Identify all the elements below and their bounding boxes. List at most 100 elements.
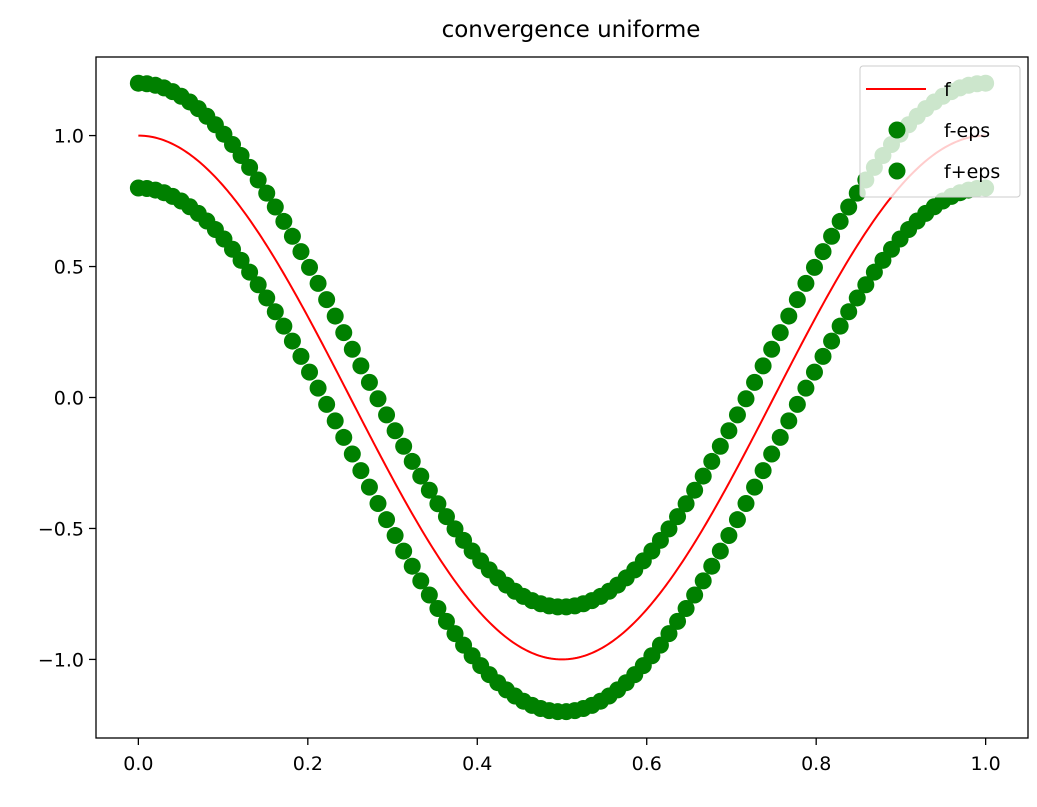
data-point xyxy=(403,557,421,575)
data-point xyxy=(737,495,755,513)
data-point xyxy=(720,527,738,545)
data-point xyxy=(249,276,267,294)
series-line-f xyxy=(138,134,986,661)
data-point xyxy=(814,347,832,365)
data-point xyxy=(788,291,806,309)
data-point xyxy=(763,445,781,463)
data-point xyxy=(335,324,353,342)
data-point xyxy=(429,495,447,513)
data-point xyxy=(771,428,789,446)
data-point xyxy=(386,422,404,440)
data-point xyxy=(763,340,781,358)
data-point xyxy=(677,600,695,618)
data-point xyxy=(318,395,336,413)
data-point xyxy=(754,357,772,375)
data-point xyxy=(780,307,798,325)
y-axis: 1.0 0.5 0.0 −0.5 −1.0 xyxy=(38,126,96,671)
data-point xyxy=(360,373,378,391)
legend-label-f-eps: f-eps xyxy=(944,120,990,142)
data-point xyxy=(335,428,353,446)
data-point xyxy=(309,274,327,292)
data-point xyxy=(352,462,370,480)
series-f-plus-eps xyxy=(129,179,995,721)
data-point xyxy=(669,508,687,526)
data-point xyxy=(840,198,858,216)
data-point xyxy=(660,625,678,643)
data-point xyxy=(241,263,259,281)
data-point xyxy=(660,520,678,538)
data-point xyxy=(232,147,250,165)
y-tick-label: 1.0 xyxy=(54,126,84,148)
data-point xyxy=(831,317,849,335)
data-point xyxy=(677,495,695,513)
data-point xyxy=(266,198,284,216)
data-point xyxy=(301,258,319,276)
data-point xyxy=(412,572,430,590)
legend-swatch-f-eps xyxy=(888,121,906,139)
data-point xyxy=(823,332,841,350)
x-tick-label: 0.2 xyxy=(293,753,323,775)
data-point xyxy=(805,258,823,276)
data-point xyxy=(737,390,755,408)
data-point xyxy=(746,478,764,496)
data-point xyxy=(343,445,361,463)
data-point xyxy=(865,263,883,281)
data-point xyxy=(386,527,404,545)
data-point xyxy=(420,586,438,604)
x-tick-label: 0.4 xyxy=(462,753,492,775)
data-point xyxy=(831,212,849,230)
x-axis: 0.0 0.2 0.4 0.6 0.8 1.0 xyxy=(123,738,1001,775)
data-point xyxy=(318,291,336,309)
x-tick-label: 0.0 xyxy=(123,753,153,775)
chart-title: convergence uniforme xyxy=(442,17,701,43)
data-point xyxy=(703,557,721,575)
data-point xyxy=(283,332,301,350)
data-point xyxy=(720,422,738,440)
data-point xyxy=(275,317,293,335)
data-point xyxy=(703,452,721,470)
y-tick-label: −1.0 xyxy=(38,649,84,671)
data-point xyxy=(694,467,712,485)
data-point xyxy=(694,572,712,590)
y-tick-label: 0.0 xyxy=(54,388,84,410)
legend-label-f: f xyxy=(944,79,952,101)
data-point xyxy=(301,363,319,381)
x-tick-label: 1.0 xyxy=(971,753,1001,775)
data-point xyxy=(326,412,344,430)
legend-swatch-f-plus-eps xyxy=(888,162,906,180)
data-point xyxy=(788,395,806,413)
data-point xyxy=(283,227,301,245)
data-point xyxy=(326,307,344,325)
data-point xyxy=(823,227,841,245)
data-point xyxy=(369,495,387,513)
data-point xyxy=(412,467,430,485)
data-point xyxy=(771,324,789,342)
data-point xyxy=(754,462,772,480)
data-point xyxy=(746,373,764,391)
data-point xyxy=(437,612,455,630)
data-point xyxy=(711,542,729,560)
data-point xyxy=(395,437,413,455)
x-tick-label: 0.8 xyxy=(801,753,831,775)
data-point xyxy=(241,158,259,176)
data-point xyxy=(352,357,370,375)
data-point xyxy=(805,363,823,381)
data-point xyxy=(797,379,815,397)
data-point xyxy=(395,542,413,560)
data-point xyxy=(669,612,687,630)
data-point xyxy=(360,478,378,496)
data-point xyxy=(292,347,310,365)
data-point xyxy=(309,379,327,397)
data-point xyxy=(258,184,276,202)
data-point xyxy=(711,437,729,455)
data-point xyxy=(840,303,858,321)
data-point xyxy=(814,243,832,261)
data-point xyxy=(686,481,704,499)
data-point xyxy=(403,452,421,470)
data-point xyxy=(429,600,447,618)
data-point xyxy=(266,303,284,321)
data-point xyxy=(378,406,396,424)
data-point xyxy=(797,274,815,292)
data-point xyxy=(249,171,267,189)
